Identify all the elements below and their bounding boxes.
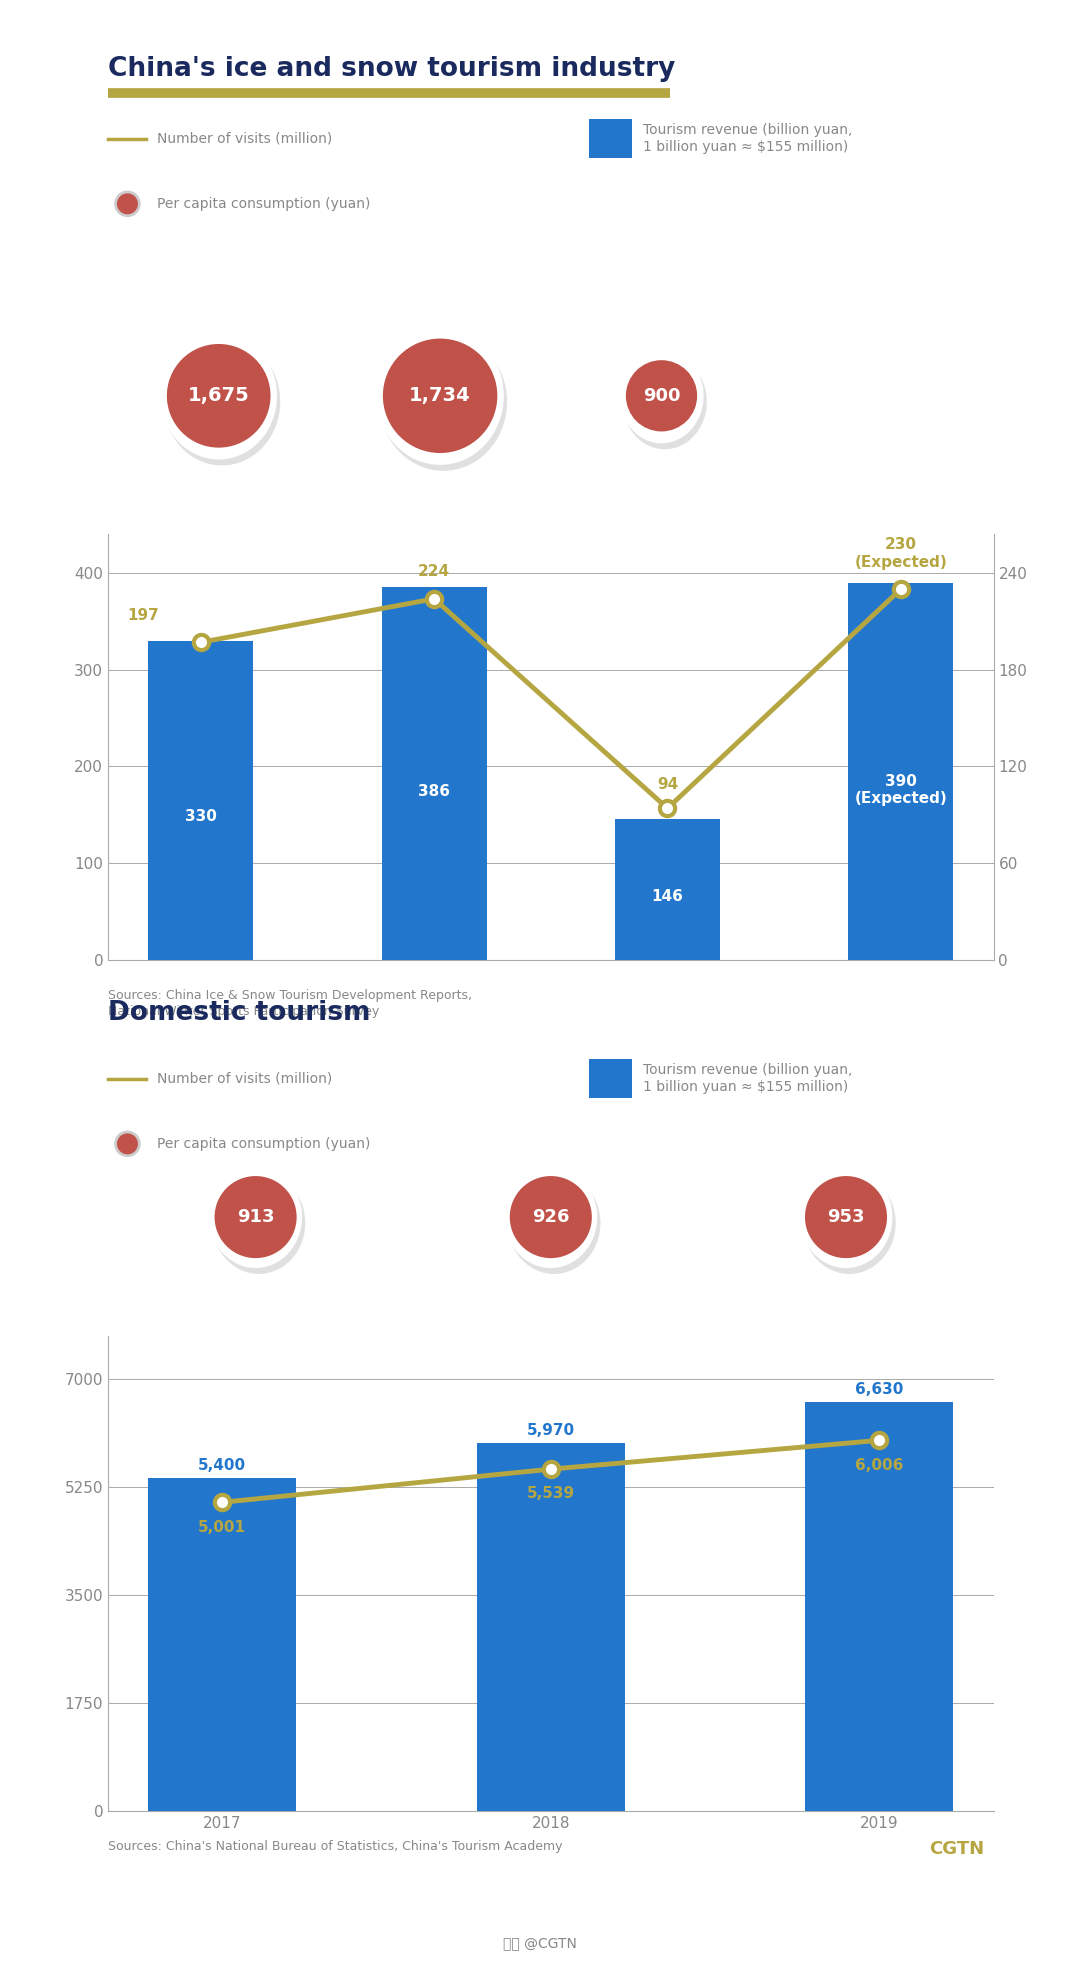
Text: 5,970: 5,970 xyxy=(527,1423,575,1437)
Bar xyxy=(477,1443,624,1811)
Text: 6,630: 6,630 xyxy=(855,1381,904,1397)
Text: Tourism revenue (billion yuan,
1 billion yuan ≈ $155 million): Tourism revenue (billion yuan, 1 billion… xyxy=(643,123,852,154)
Text: 900: 900 xyxy=(643,386,680,406)
Text: 224: 224 xyxy=(418,564,450,580)
Text: 197: 197 xyxy=(127,608,159,623)
Text: 94: 94 xyxy=(657,778,678,792)
Text: 386: 386 xyxy=(418,784,450,800)
Text: CGTN: CGTN xyxy=(929,1840,984,1858)
Text: Domestic tourism: Domestic tourism xyxy=(108,999,370,1027)
Text: Sources: China Ice & Snow Tourism Development Reports,
National Winter Sports Pa: Sources: China Ice & Snow Tourism Develo… xyxy=(108,990,472,1017)
Bar xyxy=(848,582,954,960)
Text: 230
(Expected): 230 (Expected) xyxy=(854,538,947,570)
Text: 1,734: 1,734 xyxy=(409,386,471,406)
Text: Number of visits (million): Number of visits (million) xyxy=(157,1071,332,1086)
Text: 330: 330 xyxy=(185,809,217,823)
Bar xyxy=(381,586,487,960)
Text: Per capita consumption (yuan): Per capita consumption (yuan) xyxy=(157,1136,370,1152)
Text: 926: 926 xyxy=(532,1207,569,1227)
Text: Number of visits (million): Number of visits (million) xyxy=(157,131,332,146)
Bar xyxy=(806,1401,954,1811)
Text: 5,400: 5,400 xyxy=(198,1459,246,1472)
Text: 146: 146 xyxy=(651,889,684,904)
Bar xyxy=(148,641,254,960)
Bar xyxy=(615,819,720,960)
Text: 5,539: 5,539 xyxy=(527,1486,575,1502)
Text: 6,006: 6,006 xyxy=(855,1459,904,1472)
Bar xyxy=(148,1478,296,1811)
Text: Sources: China's National Bureau of Statistics, China's Tourism Academy: Sources: China's National Bureau of Stat… xyxy=(108,1840,563,1854)
Text: 390
(Expected): 390 (Expected) xyxy=(854,774,947,805)
Text: 913: 913 xyxy=(237,1207,274,1227)
Text: 953: 953 xyxy=(827,1207,865,1227)
Text: Per capita consumption (yuan): Per capita consumption (yuan) xyxy=(157,196,370,212)
Text: 微博 @CGTN: 微博 @CGTN xyxy=(503,1935,577,1951)
Text: 5,001: 5,001 xyxy=(199,1520,246,1534)
Text: 1,675: 1,675 xyxy=(188,386,249,406)
Text: China's ice and snow tourism industry: China's ice and snow tourism industry xyxy=(108,55,675,83)
Text: Tourism revenue (billion yuan,
1 billion yuan ≈ $155 million): Tourism revenue (billion yuan, 1 billion… xyxy=(643,1063,852,1094)
